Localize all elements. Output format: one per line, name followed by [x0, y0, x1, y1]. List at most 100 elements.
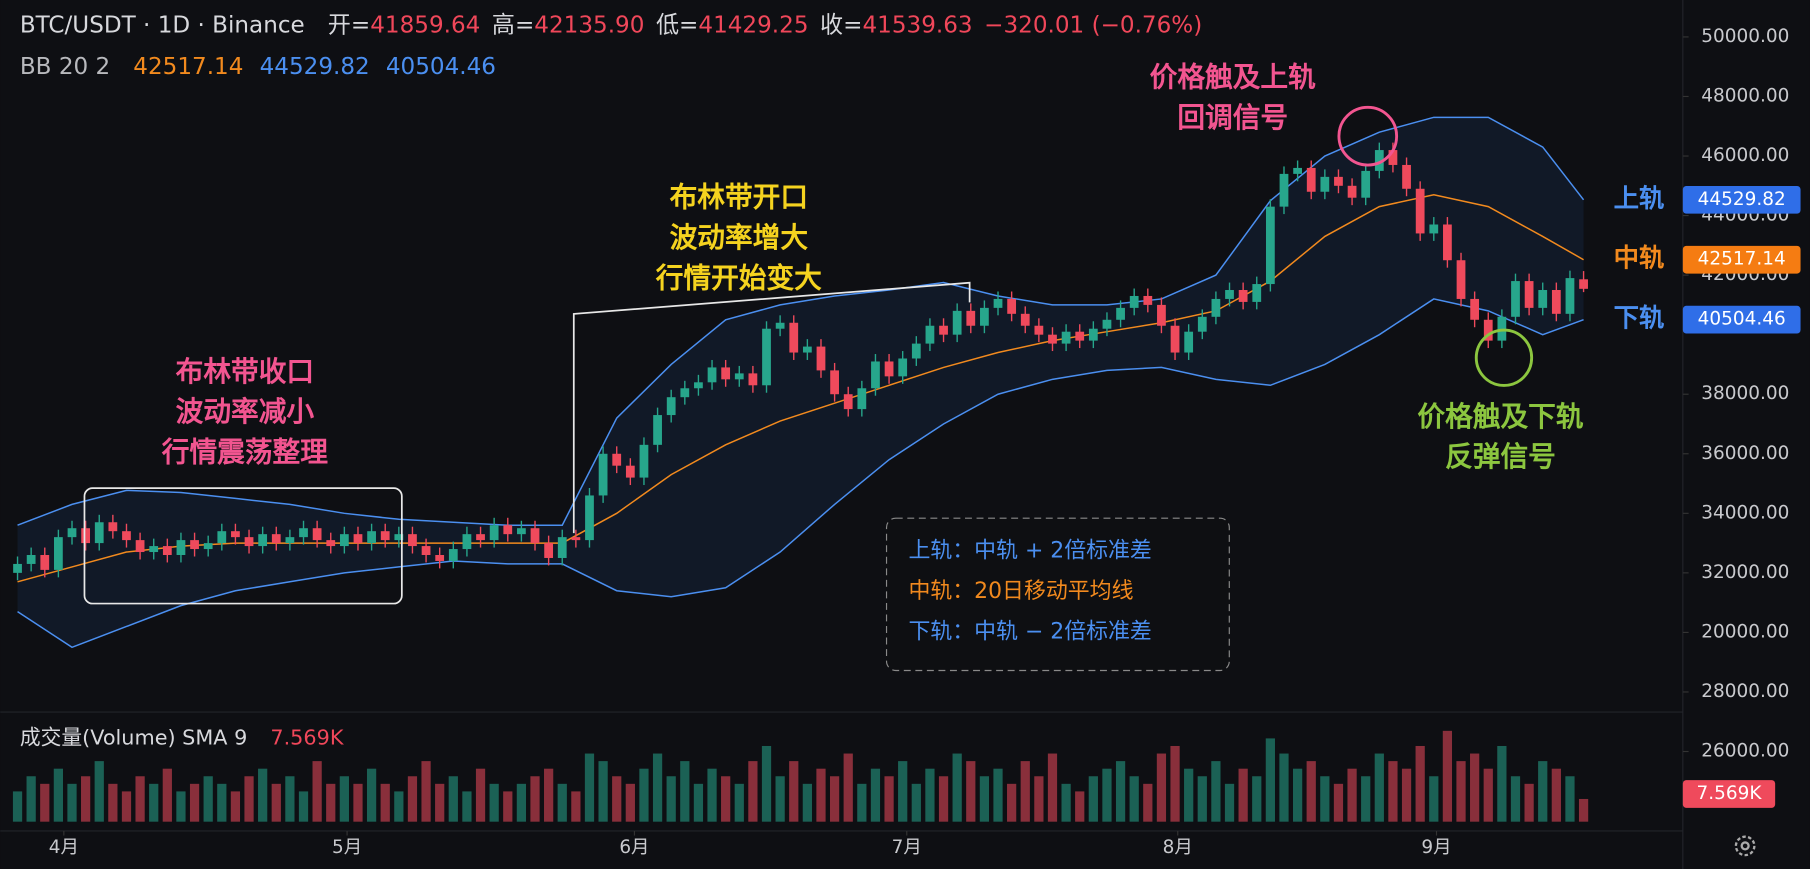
candle-body — [639, 444, 649, 478]
indicator: BB 20 2 — [20, 53, 110, 79]
volume-bar — [176, 791, 186, 822]
ohlc-label: 高= — [492, 12, 534, 38]
volume-bar — [326, 783, 336, 822]
candle-body — [1293, 167, 1302, 174]
candle-body — [299, 528, 308, 538]
x-tick-label: 5月 — [332, 837, 362, 858]
volume-bar — [53, 768, 64, 822]
candle-body — [40, 555, 50, 570]
volume-bar — [421, 761, 431, 822]
volume-bar — [979, 776, 990, 822]
candle-body — [503, 525, 513, 535]
volume-bar — [475, 768, 486, 822]
volume-bar — [1156, 753, 1167, 822]
candle-body — [748, 373, 758, 386]
candle-body — [857, 388, 867, 410]
volume-bar — [1565, 776, 1575, 822]
volume-bar — [1333, 783, 1344, 822]
candle-body — [394, 534, 404, 541]
candle-body — [925, 325, 935, 344]
candle-body — [1524, 281, 1534, 308]
candle-body — [135, 540, 145, 553]
candle-body — [1429, 224, 1439, 234]
legend-entry: 上轨：中轨 + 2倍标准差 — [908, 539, 1151, 564]
volume-bar — [1510, 776, 1521, 822]
candle-body — [1565, 278, 1575, 314]
candle-body — [1483, 319, 1493, 341]
candle-body — [353, 534, 363, 544]
volume-bar — [789, 761, 799, 822]
volume-bar — [149, 783, 159, 822]
volume-bar — [1197, 776, 1207, 822]
candle-body — [1374, 150, 1384, 171]
volume-bar — [938, 776, 949, 822]
candle-body — [1252, 284, 1262, 302]
candle-body — [203, 543, 213, 550]
candle-body — [694, 382, 703, 389]
candle-body — [734, 373, 744, 380]
candle-body — [217, 531, 227, 544]
bollinger-bands — [17, 116, 1585, 649]
y-tick-label: 32000.00 — [1701, 562, 1789, 583]
volume-bars — [12, 730, 1589, 822]
candle-body — [244, 537, 254, 547]
candle-body — [1007, 298, 1017, 314]
volume-bar — [584, 753, 595, 822]
band-fill — [17, 117, 1584, 648]
volume-bar — [81, 776, 91, 822]
volume-bar — [707, 768, 717, 822]
volume-bar — [121, 791, 132, 822]
candle-body — [1443, 224, 1452, 261]
candle-body — [898, 358, 908, 377]
x-tick-label: 7月 — [892, 837, 922, 858]
price-label: 44529.82 — [1698, 189, 1786, 210]
volume-bar — [911, 783, 921, 822]
volume-title: 成交量(Volume) SMA 9 — [20, 726, 247, 750]
volume-bar — [1415, 745, 1425, 822]
lower-touch-circle — [1474, 328, 1534, 387]
candle-body — [993, 298, 1003, 308]
volume-bar — [162, 768, 172, 822]
candle-body — [190, 540, 199, 550]
candle-body — [1402, 164, 1411, 189]
volume-bar — [816, 768, 826, 822]
candle-body — [108, 522, 118, 532]
band-line — [17, 116, 1585, 526]
volume-bar — [1320, 776, 1330, 822]
volume-bar — [285, 776, 295, 822]
symbol: BTC/USDT · 1D · Binance — [20, 12, 305, 38]
candle-body — [1470, 298, 1480, 320]
volume-bar — [1551, 768, 1561, 822]
candle-body — [1320, 176, 1330, 192]
candle-body — [530, 528, 540, 544]
volume-bar — [1088, 776, 1098, 822]
candle-body — [966, 310, 976, 326]
upper-touch-circle — [1337, 105, 1399, 167]
volume-bar — [271, 783, 281, 822]
candle-body — [816, 346, 826, 371]
volume-bar — [1456, 761, 1466, 822]
x-tick-label: 4月 — [49, 837, 79, 858]
band-line — [17, 193, 1584, 583]
volume-bar — [598, 761, 608, 822]
candle-body — [707, 367, 717, 383]
settings-icon[interactable] — [1734, 835, 1756, 857]
candle-body — [1265, 206, 1275, 285]
volume-bar — [802, 783, 812, 822]
candle-body — [26, 555, 36, 564]
volume-sma: 7.569K — [270, 726, 344, 750]
candle-body — [462, 534, 472, 550]
candle-body — [435, 555, 445, 561]
candle-body — [911, 343, 921, 359]
volume-bar — [612, 776, 622, 822]
price-label: 42517.14 — [1698, 249, 1786, 270]
volume-bar — [217, 783, 227, 822]
candle-body — [598, 453, 608, 496]
candles — [13, 142, 1588, 581]
volume-bar — [1007, 783, 1017, 822]
volume-bar — [1102, 768, 1112, 822]
y-tick-label: 26000.00 — [1701, 741, 1789, 762]
volume-label-box — [1682, 780, 1776, 808]
ohlc-value: 41429.25 — [698, 12, 808, 38]
